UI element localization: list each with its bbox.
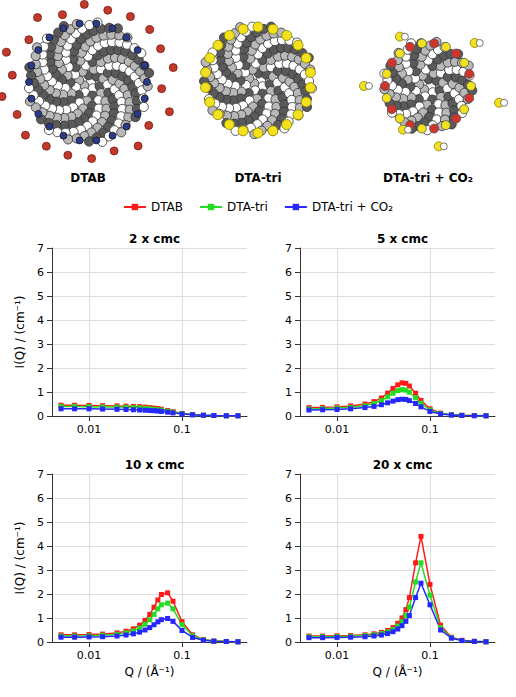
svg-text:I(Q) / (cm⁻¹): I(Q) / (cm⁻¹): [13, 296, 27, 369]
svg-text:I(Q) / (cm⁻¹): I(Q) / (cm⁻¹): [13, 522, 27, 595]
svg-text:3: 3: [37, 338, 44, 351]
svg-text:2: 2: [37, 362, 44, 375]
svg-text:2 x cmc: 2 x cmc: [129, 232, 180, 246]
svg-text:4: 4: [285, 314, 292, 327]
svg-text:6: 6: [285, 492, 292, 505]
svg-text:4: 4: [285, 540, 292, 553]
svg-text:DTAB: DTAB: [70, 171, 106, 185]
svg-text:DTA-tri: DTA-tri: [234, 171, 281, 185]
svg-text:0.1: 0.1: [173, 649, 191, 662]
svg-text:0.1: 0.1: [421, 423, 439, 436]
svg-text:2: 2: [285, 362, 292, 375]
svg-text:1: 1: [285, 386, 292, 399]
svg-text:Q / (Å⁻¹): Q / (Å⁻¹): [125, 664, 175, 679]
svg-text:7: 7: [37, 468, 44, 481]
svg-text:DTA-tri: DTA-tri: [227, 200, 268, 214]
svg-text:1: 1: [37, 386, 44, 399]
svg-text:0.01: 0.01: [325, 423, 350, 436]
svg-text:1: 1: [37, 612, 44, 625]
svg-text:0.01: 0.01: [77, 649, 102, 662]
svg-text:6: 6: [37, 492, 44, 505]
svg-text:3: 3: [285, 564, 292, 577]
svg-text:0.1: 0.1: [173, 423, 191, 436]
svg-text:2: 2: [285, 588, 292, 601]
svg-text:4: 4: [37, 540, 44, 553]
svg-text:5: 5: [285, 516, 292, 529]
svg-text:0.1: 0.1: [421, 649, 439, 662]
svg-text:10 x cmc: 10 x cmc: [125, 458, 185, 472]
svg-text:DTA-tri + CO₂: DTA-tri + CO₂: [383, 171, 473, 185]
svg-text:7: 7: [285, 468, 292, 481]
svg-text:6: 6: [285, 266, 292, 279]
svg-text:0.01: 0.01: [325, 649, 350, 662]
svg-text:20 x cmc: 20 x cmc: [373, 458, 433, 472]
svg-text:5 x cmc: 5 x cmc: [377, 232, 428, 246]
svg-text:7: 7: [37, 242, 44, 255]
svg-text:0: 0: [37, 410, 44, 423]
svg-text:0: 0: [285, 410, 292, 423]
svg-text:0: 0: [285, 636, 292, 649]
svg-text:2: 2: [37, 588, 44, 601]
svg-text:4: 4: [37, 314, 44, 327]
svg-text:0.01: 0.01: [77, 423, 102, 436]
svg-text:Q / (Å⁻¹): Q / (Å⁻¹): [373, 664, 423, 679]
svg-text:5: 5: [37, 516, 44, 529]
svg-text:7: 7: [285, 242, 292, 255]
svg-text:5: 5: [37, 290, 44, 303]
svg-text:3: 3: [37, 564, 44, 577]
svg-text:DTA-tri + CO₂: DTA-tri + CO₂: [312, 200, 393, 214]
svg-text:DTAB: DTAB: [151, 200, 183, 214]
svg-text:6: 6: [37, 266, 44, 279]
svg-text:5: 5: [285, 290, 292, 303]
svg-text:1: 1: [285, 612, 292, 625]
svg-text:0: 0: [37, 636, 44, 649]
svg-text:3: 3: [285, 338, 292, 351]
